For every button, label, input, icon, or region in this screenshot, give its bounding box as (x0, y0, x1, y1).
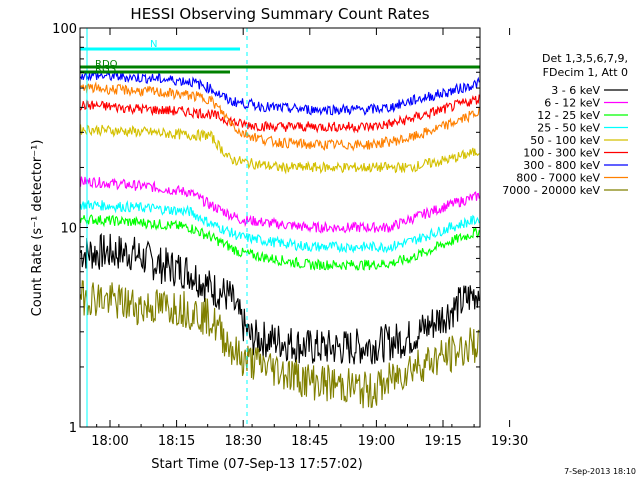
legend-label: 25 - 50 keV (537, 122, 600, 135)
legend-label: 7000 - 20000 keV (502, 184, 600, 197)
y-tick-label: 100 (52, 22, 77, 37)
axes: 18:00 18:15 18:30 18:45 19:00 19:15 19:30 1 10 10… (52, 22, 528, 449)
series-line (79, 214, 480, 271)
y-tick-label: 1 (69, 421, 77, 436)
series-8 (80, 81, 480, 152)
series-line (79, 176, 480, 234)
legend: Det 1,3,5,6,7,9,FDecim 1, Att 0 3 - 6 keV… (502, 52, 628, 197)
x-axis-label: Start Time (07-Sep-13 17:57:02) (151, 457, 362, 472)
legend-header: FDecim 1, Att 0 (543, 66, 628, 79)
legend-label: 6 - 12 keV (544, 97, 600, 110)
series-4 (79, 200, 480, 254)
annotation-label: N (150, 39, 157, 50)
chart-title: HESSI Observing Summary Count Rates (130, 5, 429, 23)
series-line (79, 280, 480, 409)
series-line (79, 232, 480, 365)
y-axis-label: Count Rate (s⁻¹ detector⁻¹) (30, 140, 45, 317)
legend-header: Det 1,3,5,6,7,9, (542, 52, 628, 65)
legend-label: 3 - 6 keV (551, 84, 600, 97)
series-9 (79, 280, 480, 409)
annotation-label: RDO (95, 59, 118, 70)
series-1 (79, 232, 480, 365)
series-line (79, 124, 480, 175)
x-tick-label: 18:30 (224, 434, 261, 449)
series-line (79, 200, 480, 254)
series-line (80, 81, 480, 152)
series-5 (79, 124, 480, 175)
legend-label: 800 - 7000 keV (516, 172, 600, 185)
y-tick-label: 10 (60, 222, 77, 237)
legend-label: 100 - 300 keV (523, 147, 600, 160)
series-6 (80, 94, 480, 134)
x-tick-label: 18:15 (158, 434, 195, 449)
footer-date: 7-Sep-2013 18:10 (564, 467, 636, 476)
legend-label: 300 - 800 keV (523, 159, 600, 172)
x-tick-label: 18:45 (291, 434, 328, 449)
instrument-annotations: NFSRDORGS (80, 39, 480, 75)
series-line (80, 70, 480, 116)
series-3 (79, 214, 480, 271)
series-2 (79, 176, 480, 234)
x-tick-label: 19:30 (491, 434, 528, 449)
annotation-label: RGS (95, 64, 116, 75)
series-7 (80, 70, 480, 116)
x-tick-label: 18:00 (91, 434, 128, 449)
x-tick-label: 19:15 (424, 434, 461, 449)
legend-label: 50 - 100 keV (530, 134, 600, 147)
series-line (80, 94, 480, 134)
x-tick-label: 19:00 (358, 434, 395, 449)
legend-label: 12 - 25 keV (537, 109, 600, 122)
